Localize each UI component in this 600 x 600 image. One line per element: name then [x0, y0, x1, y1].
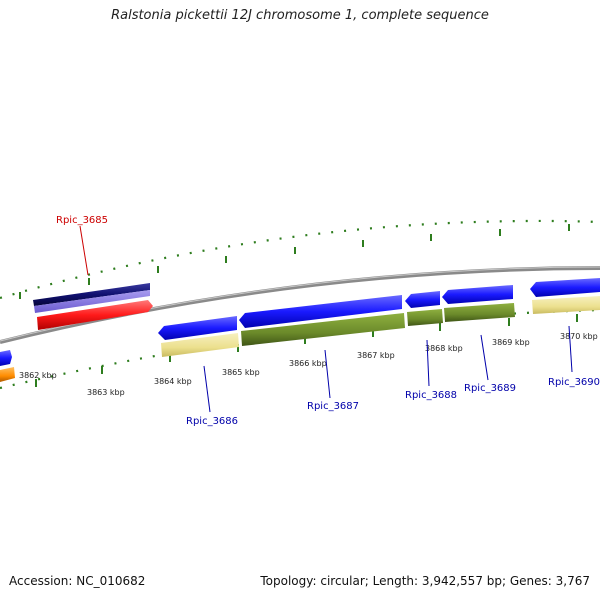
feature-rpic-3687-cds[interactable]	[239, 295, 402, 328]
tick-label-3870: 3870 kbp	[560, 332, 598, 341]
tick-label-3868: 3868 kbp	[425, 344, 463, 353]
chromosome-backbone	[0, 266, 600, 344]
feature-rpic-3686-gene[interactable]	[161, 333, 239, 357]
gene-label-rpic-3687[interactable]: Rpic_3687	[307, 401, 359, 412]
feature-rpic-3686-cds[interactable]	[158, 316, 237, 340]
tick-label-3865: 3865 kbp	[222, 368, 260, 377]
gene-label-rpic-3689[interactable]: Rpic_3689	[464, 383, 516, 394]
feature-left-blue-cds[interactable]	[0, 350, 12, 366]
feature-rpic-3688-gene[interactable]	[407, 309, 443, 326]
feature-navy-bar[interactable]	[33, 283, 150, 306]
lower-major-ticks	[35, 314, 578, 387]
tick-label-3867: 3867 kbp	[357, 351, 395, 360]
gene-label-connectors	[79, 225, 573, 413]
gene-label-rpic-3685[interactable]: Rpic_3685	[56, 215, 108, 226]
feature-rpic-3685-cds[interactable]	[37, 300, 153, 330]
gene-label-rpic-3690[interactable]: Rpic_3690	[548, 377, 600, 388]
tick-label-3869: 3869 kbp	[492, 338, 530, 347]
gene-label-rpic-3688[interactable]: Rpic_3688	[405, 390, 457, 401]
accession-text: Accession: NC_010682	[9, 574, 146, 588]
feature-rpic-3687-gene[interactable]	[241, 313, 405, 346]
feature-rpic-3689-cds[interactable]	[442, 285, 513, 304]
feature-rpic-3689-gene[interactable]	[444, 303, 515, 322]
lower-tick-track	[0, 308, 600, 390]
tick-label-3866: 3866 kbp	[289, 359, 327, 368]
tick-label-3862: 3862 kbp	[19, 371, 57, 380]
gene-label-rpic-3686[interactable]: Rpic_3686	[186, 416, 238, 427]
feature-rpic-3690-gene[interactable]	[532, 296, 600, 314]
tick-labels: 3862 kbp 3863 kbp 3864 kbp 3865 kbp 3866…	[19, 332, 598, 397]
tick-label-3863: 3863 kbp	[87, 388, 125, 397]
topology-summary-text: Topology: circular; Length: 3,942,557 bp…	[260, 574, 590, 588]
feature-rpic-3688-cds[interactable]	[405, 291, 440, 308]
map-title: Ralstonia pickettii 12J chromosome 1, co…	[111, 8, 489, 23]
feature-left-orange-gene[interactable]	[0, 367, 15, 382]
tick-label-3864: 3864 kbp	[154, 377, 192, 386]
feature-rpic-3690-cds[interactable]	[530, 278, 600, 297]
feature-lavender-bar[interactable]	[34, 290, 150, 313]
upper-major-ticks	[19, 224, 570, 299]
